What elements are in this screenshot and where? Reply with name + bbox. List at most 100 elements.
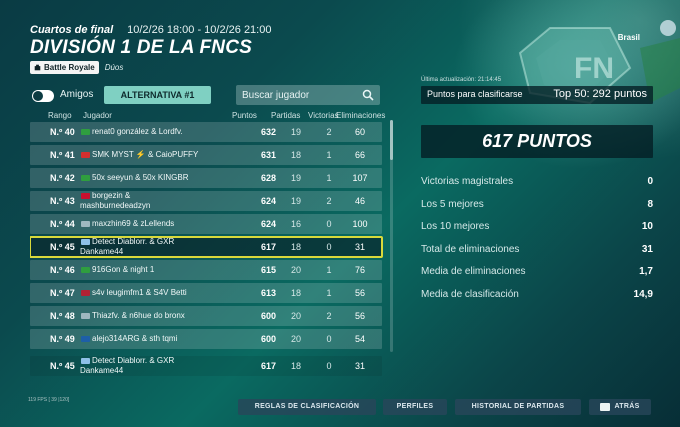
flag-icon <box>81 335 90 342</box>
table-row[interactable]: N.º 49 600 20 0 54 alejo314ARG & sth tqmi <box>30 329 382 349</box>
elims-cell: 56 <box>354 288 365 298</box>
player-cell: Detect Diablorr. & GXR Dankame44 <box>80 356 174 376</box>
stat-label: Total de eliminaciones <box>421 243 520 255</box>
elims-cell: 60 <box>354 127 365 137</box>
player-line: 50x seeyun & 50x KINGBR <box>80 173 189 183</box>
col-wins: Victorias <box>308 111 339 120</box>
rank-cell: N.º 48 <box>50 311 75 321</box>
matches-cell: 20 <box>290 311 301 321</box>
wins-cell: 0 <box>326 219 332 229</box>
table-row[interactable]: N.º 47 613 18 1 56 s4v leugimfm1 & S4V Betti <box>30 283 382 303</box>
wins-cell: 0 <box>326 334 332 344</box>
rank-cell: N.º 41 <box>50 150 75 160</box>
player-cell: Detect Diablorr. & GXR Dankame44 <box>80 237 174 257</box>
points-cell: 624 <box>260 196 276 206</box>
keyboard-key-icon <box>600 403 611 411</box>
table-row[interactable]: N.º 43 624 19 2 46 borgezin & mashburnedeadzyn <box>30 191 382 211</box>
stat-value: 14,9 <box>633 288 653 300</box>
leaderboard-scrollbar[interactable] <box>390 120 393 352</box>
player-cell: maxzhin69 & zLellends <box>80 214 174 234</box>
search-box[interactable] <box>236 85 380 105</box>
mode-row: Battle Royale Dúos <box>30 61 123 74</box>
stat-label: Los 10 mejores <box>421 221 490 232</box>
stat-value: 1,7 <box>639 266 653 277</box>
matches-cell: 18 <box>290 242 301 252</box>
stage-label: Cuartos de final <box>30 24 114 36</box>
table-row[interactable]: N.º 45 617 18 0 31 Detect Diablorr. & GXR Dank… <box>30 236 383 258</box>
leaderboard-list[interactable]: N.º 40 632 19 2 60 renat0 gonzález & Lordfv. N… <box>30 122 386 380</box>
wins-cell: 1 <box>326 173 332 183</box>
last-update: Última actualización: 21:14:45 <box>421 77 502 83</box>
stat-row: Total de eliminaciones 31 <box>421 244 653 260</box>
own-team-row[interactable]: N.º 45 617 18 0 31 Detect Diablorr. & GXR Dank… <box>30 356 382 376</box>
history-button[interactable]: HISTORIAL DE PARTIDAS <box>455 399 581 415</box>
player-name: Dankame44 <box>80 247 124 256</box>
player-line: 916Gon & night 1 <box>80 265 154 275</box>
flag-icon <box>81 174 90 181</box>
page-title: DIVISIÓN 1 DE LA FNCS <box>30 37 253 58</box>
table-row[interactable]: N.º 40 632 19 2 60 renat0 gonzález & Lordfv. <box>30 122 382 142</box>
flag-icon <box>81 312 90 319</box>
points-cell: 617 <box>260 361 276 371</box>
search-icon[interactable] <box>362 89 374 101</box>
wins-cell: 1 <box>326 150 332 160</box>
player-name: maxzhin69 & zLellends <box>92 219 175 228</box>
player-name: Dankame44 <box>80 366 124 375</box>
fncs-emblem-icon: FN <box>518 20 680 105</box>
scrollbar-thumb[interactable] <box>390 120 393 160</box>
total-points: 617 PUNTOS <box>421 125 653 158</box>
qualify-label: Puntos para clasificarse <box>427 89 523 99</box>
table-row[interactable]: N.º 41 631 18 1 66 SMK MYST ⚡ & CaioPUFFY <box>30 145 382 165</box>
col-rank: Rango <box>48 111 72 120</box>
rank-cell: N.º 45 <box>50 361 75 371</box>
player-name: renat0 gonzález & Lordfv. <box>92 127 183 136</box>
rules-button[interactable]: REGLAS DE CLASIFICACIÓN <box>238 399 376 415</box>
player-name: Detect Diablorr. & GXR <box>92 237 175 246</box>
elims-cell: 76 <box>354 265 365 275</box>
player-line: s4v leugimfm1 & S4V Betti <box>80 288 187 298</box>
stat-row: Victorias magistrales 0 <box>421 176 653 192</box>
table-row[interactable]: N.º 42 628 19 1 107 50x seeyun & 50x KINGBR <box>30 168 382 188</box>
player-cell: alejo314ARG & sth tqmi <box>80 329 177 349</box>
points-cell: 632 <box>260 127 276 137</box>
player-line: Dankame44 <box>80 366 174 376</box>
player-name: borgezin & <box>92 191 131 200</box>
stat-value: 8 <box>647 198 653 210</box>
player-name: SMK MYST ⚡ & CaioPUFFY <box>92 150 199 159</box>
matches-cell: 19 <box>290 196 301 206</box>
wins-cell: 2 <box>326 127 332 137</box>
table-row[interactable]: N.º 46 615 20 1 76 916Gon & night 1 <box>30 260 382 280</box>
player-cell: s4v leugimfm1 & S4V Betti <box>80 283 187 303</box>
points-cell: 624 <box>260 219 276 229</box>
player-line: Detect Diablorr. & GXR <box>80 356 174 366</box>
alternative-button[interactable]: ALTERNATIVA #1 <box>104 86 211 104</box>
flag-icon <box>81 357 90 364</box>
elims-cell: 100 <box>352 219 368 229</box>
flag-icon <box>81 151 90 158</box>
table-row[interactable]: N.º 48 600 20 2 56 Thiazfv. & n6hue do bronx <box>30 306 382 326</box>
wins-cell: 1 <box>326 288 332 298</box>
table-row[interactable]: N.º 44 624 16 0 100 maxzhin69 & zLellends <box>30 214 382 234</box>
player-line: SMK MYST ⚡ & CaioPUFFY <box>80 150 198 160</box>
points-cell: 615 <box>260 265 276 275</box>
rank-cell: N.º 40 <box>50 127 75 137</box>
player-cell: renat0 gonzález & Lordfv. <box>80 122 183 142</box>
player-name: 916Gon & night 1 <box>92 265 155 274</box>
toggle-knob <box>33 91 43 101</box>
elims-cell: 107 <box>352 173 368 183</box>
matches-cell: 20 <box>290 265 301 275</box>
qualify-value: Top 50: 292 puntos <box>553 88 647 100</box>
player-line: borgezin & <box>80 191 150 201</box>
player-line: Dankame44 <box>80 247 174 257</box>
matches-cell: 16 <box>290 219 301 229</box>
qualify-bar: Puntos para clasificarse Top 50: 292 pun… <box>421 86 653 104</box>
profiles-button[interactable]: PERFILES <box>383 399 447 415</box>
region-name: Brasil <box>617 33 640 42</box>
search-input[interactable] <box>242 88 360 102</box>
back-button[interactable]: ATRÁS <box>589 399 651 415</box>
player-line: maxzhin69 & zLellends <box>80 219 174 229</box>
player-name: mashburnedeadzyn <box>80 201 151 210</box>
player-line: Thiazfv. & n6hue do bronx <box>80 311 185 321</box>
friends-toggle[interactable] <box>32 90 54 102</box>
matches-cell: 19 <box>290 127 301 137</box>
